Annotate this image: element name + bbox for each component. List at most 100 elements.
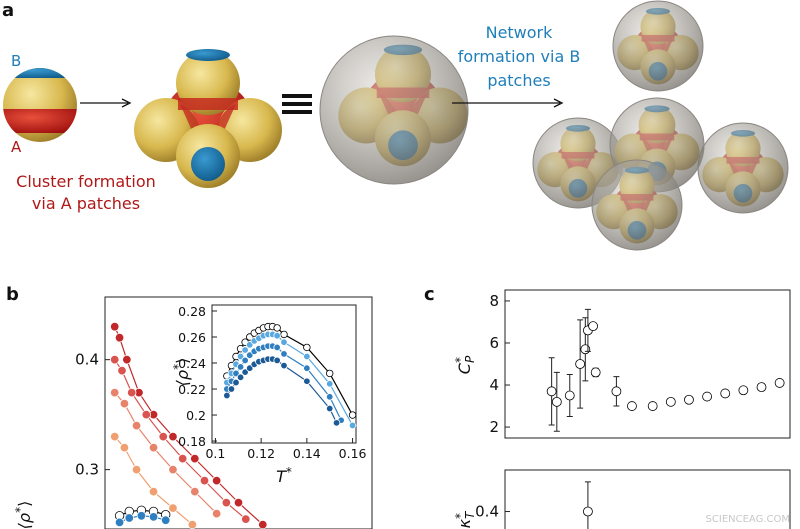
marker — [148, 486, 159, 497]
marker — [273, 356, 281, 365]
marker — [590, 367, 601, 378]
marker — [221, 497, 232, 508]
marker — [348, 421, 357, 430]
y-tick-label: 6 — [489, 334, 499, 352]
marker — [241, 514, 251, 524]
y-tick-label: 0.4 — [75, 351, 99, 369]
marker — [136, 511, 147, 521]
marker — [303, 377, 311, 385]
axis-label-part: ⟩ — [15, 501, 34, 507]
marker — [280, 361, 288, 370]
marker — [273, 331, 281, 340]
marker — [187, 519, 198, 529]
marker — [117, 365, 127, 376]
marker — [756, 382, 767, 393]
marker — [119, 442, 130, 453]
network — [532, 0, 789, 251]
watermark: SCIENCEAG.COM — [706, 514, 790, 525]
x-tick-label: 0.14 — [293, 446, 321, 461]
panel-label: c — [424, 284, 435, 305]
y-tick-label: 0.26 — [178, 330, 206, 345]
axis-label-part: * — [453, 513, 467, 519]
marker — [303, 352, 311, 361]
marker — [211, 508, 222, 519]
marker — [211, 475, 222, 486]
marker — [303, 343, 311, 352]
marker — [273, 324, 281, 332]
marker — [564, 390, 575, 401]
marker — [126, 387, 137, 398]
chart: 0.30.4⟨ρ*⟩ — [13, 296, 373, 529]
marker — [168, 503, 178, 513]
chart: 0.18 0.2 0.22 0.24 0.26 0.28 0.1 0.12 0.14 0.16 ⟨ρ… — [171, 304, 367, 486]
marker — [684, 394, 694, 405]
axis-label-part: ⟨ρ — [173, 370, 192, 386]
marker — [148, 512, 159, 522]
marker — [110, 321, 120, 332]
axis-label-part: * — [453, 357, 467, 363]
x-tick-label: 0.1 — [205, 446, 225, 461]
marker — [588, 321, 598, 332]
y-tick-label: 0.28 — [178, 304, 206, 319]
y-tick-label: 0.2 — [186, 408, 206, 423]
arrow — [452, 98, 564, 108]
marker — [227, 385, 236, 393]
caption: formation via B — [458, 47, 581, 66]
marker — [647, 401, 658, 411]
marker — [720, 388, 731, 399]
marker — [774, 378, 785, 388]
marker — [303, 364, 311, 372]
cluster — [134, 49, 282, 188]
axis-label-part: * — [171, 364, 185, 370]
marker — [110, 354, 120, 365]
axis-label-part: κ — [455, 518, 474, 528]
patch-label: B — [11, 52, 21, 70]
marker — [236, 373, 245, 382]
axis-label-part: C — [455, 362, 474, 374]
x-tick-label: 0.16 — [339, 446, 367, 461]
axis-label: T* — [276, 465, 292, 486]
marker — [131, 420, 142, 431]
y-tick-label: 0.24 — [178, 356, 206, 371]
marker — [190, 453, 200, 464]
patch-label: A — [11, 138, 22, 156]
marker — [326, 404, 334, 413]
marker — [110, 431, 120, 442]
panel-label: b — [6, 284, 19, 305]
marker — [131, 464, 142, 475]
marker — [124, 513, 134, 523]
marker — [160, 515, 171, 525]
equivalence-sign — [282, 94, 312, 114]
y-tick-label: 4 — [489, 376, 499, 394]
series-line — [114, 326, 264, 526]
caption: patches — [487, 71, 550, 90]
marker — [326, 393, 334, 401]
marker — [280, 338, 288, 346]
charts: 0.30.4⟨ρ*⟩0.180.20.220.240.260.280.1 0.12… — [13, 289, 791, 529]
marker — [168, 431, 178, 442]
axis-label: C*P — [453, 355, 477, 374]
y-tick-label: 0.22 — [178, 382, 206, 397]
axis-label-part: * — [13, 507, 27, 513]
marker — [223, 391, 231, 400]
marker — [190, 486, 200, 497]
marker — [177, 453, 188, 464]
marker — [583, 506, 593, 517]
marker — [546, 386, 557, 397]
marker — [232, 378, 240, 387]
caption: via A patches — [32, 194, 140, 213]
axis-label-part: * — [286, 465, 292, 479]
marker — [110, 387, 120, 398]
chart: 2 4 6 8 C*P — [453, 289, 791, 439]
coarse-grained-cluster — [319, 35, 469, 185]
marker — [738, 385, 749, 396]
marker — [665, 396, 676, 407]
marker — [241, 346, 249, 354]
marker — [326, 380, 334, 388]
plot-frame — [104, 296, 373, 529]
y-tick-label: 2 — [489, 418, 499, 436]
y-tick-label: 0.3 — [75, 461, 99, 479]
marker — [258, 519, 268, 529]
